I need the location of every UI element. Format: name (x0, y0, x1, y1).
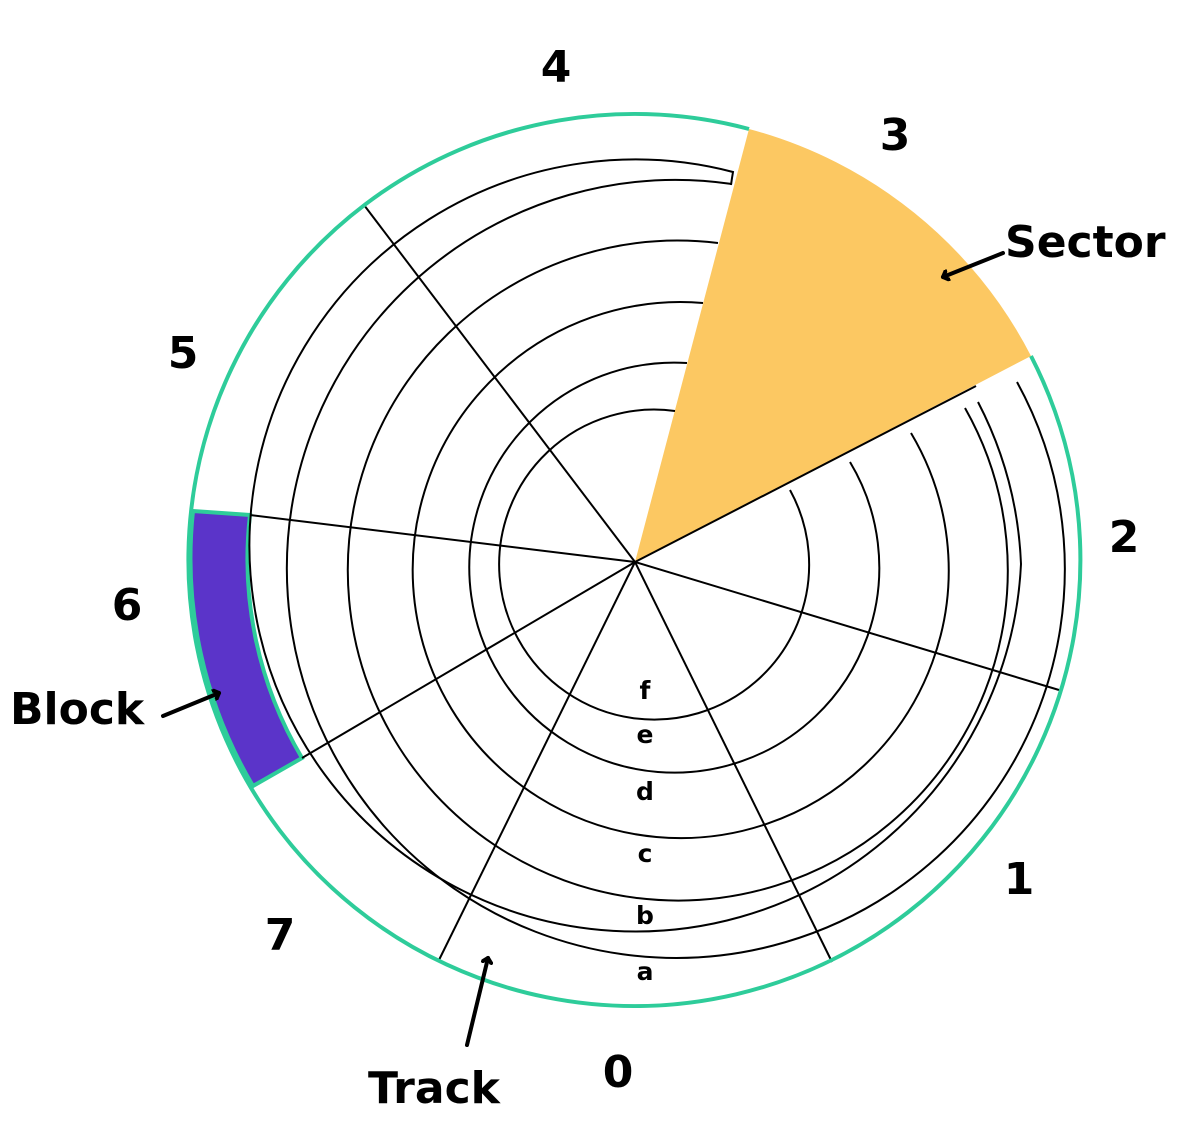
sector-number-2: 2 (1109, 512, 1140, 563)
sector-numbers: 0 1 2 3 4 5 6 7 (112, 42, 1140, 1098)
sector-number-5: 5 (168, 328, 199, 379)
track-letter-c: c (638, 839, 653, 868)
highlighted-sector (635, 129, 1031, 562)
callouts: Sector Block Track (10, 217, 1166, 1114)
block-callout-label: Block (10, 684, 146, 735)
sector-number-4: 4 (541, 42, 572, 93)
divider-line (634, 561, 833, 963)
track-letter-d: d (636, 777, 654, 806)
sector-callout-arrow (941, 251, 1005, 277)
highlighted-block (188, 508, 305, 789)
divider-line (301, 561, 636, 759)
track-callout-arrow (465, 956, 488, 1047)
track-callout-label: Track (368, 1063, 502, 1114)
sector-dividers (249, 204, 1060, 963)
sector-number-7: 7 (265, 910, 296, 961)
track-ring-b (248, 158, 1023, 933)
track-ring-e-arc (498, 408, 811, 721)
sector-number-6: 6 (112, 580, 143, 631)
sector-number-1: 1 (1004, 854, 1035, 905)
outer-ring-arc (186, 112, 1083, 1009)
track-ring-c-arc (411, 301, 950, 839)
track-letter-e: e (637, 720, 654, 749)
divider-line (634, 561, 1060, 691)
track-letter-f: f (640, 676, 652, 705)
block-callout-arrow (161, 693, 221, 718)
sector-callout-label: Sector (1005, 217, 1166, 268)
divider-line (437, 561, 636, 963)
outer-ring (186, 112, 1083, 1009)
sector-number-0: 0 (603, 1047, 634, 1098)
divider-line (249, 514, 636, 563)
track-letters: a b c d e f (636, 676, 654, 986)
track-letter-b: b (636, 901, 654, 930)
track-letter-a: a (637, 957, 654, 986)
sector-number-3: 3 (880, 110, 911, 161)
divider-line (634, 385, 977, 563)
divider-line (363, 204, 636, 563)
